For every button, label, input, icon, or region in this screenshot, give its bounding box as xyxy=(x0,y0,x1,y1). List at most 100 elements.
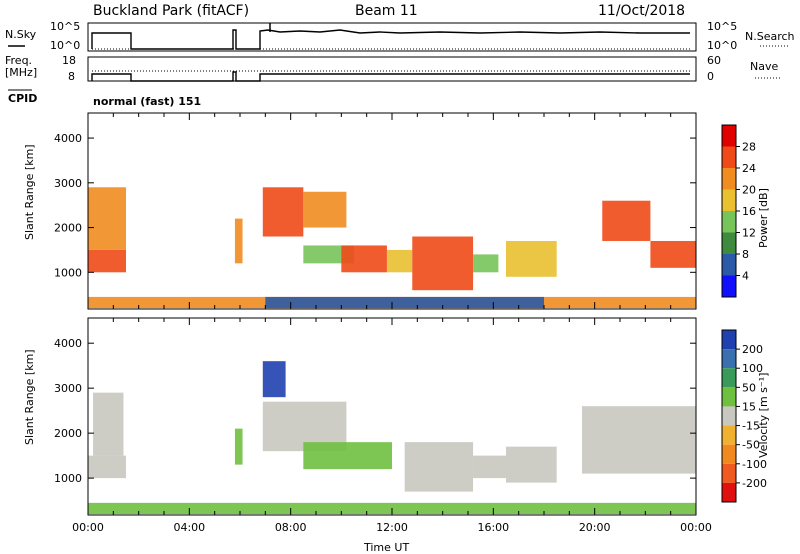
power-patch-6 xyxy=(341,245,387,273)
velocity-colorbar-tick-label: -15 xyxy=(742,420,760,433)
nsky-label: N.Sky xyxy=(5,28,37,41)
power-y-tick-label: 1000 xyxy=(54,266,82,279)
power-colorbar-swatch xyxy=(722,275,736,297)
velocity-colorbar: 200 100 50 15 -15 -50 -100 -200 xyxy=(721,329,767,503)
power-patch-2 xyxy=(234,218,243,264)
power-patches xyxy=(88,187,696,309)
velocity-colorbar-tick-label: 200 xyxy=(742,343,763,356)
freq-label-2: [MHz] xyxy=(5,66,37,79)
power-y-ticks: 1000 2000 3000 4000 xyxy=(54,132,696,279)
power-patch-0 xyxy=(88,249,126,273)
nsky-top-tick: 10^5 xyxy=(50,20,80,33)
power-colorbar-label: Power [dB] xyxy=(757,188,770,248)
power-colorbar-swatch xyxy=(722,232,736,254)
power-colorbar-swatch xyxy=(722,211,736,233)
velocity-colorbar-tick-label: 50 xyxy=(742,381,756,394)
power-patch-14 xyxy=(265,296,544,309)
power-colorbar-tick-label: 8 xyxy=(742,248,749,261)
power-y-tick-label: 4000 xyxy=(54,132,82,145)
velocity-colorbar-label: Velocity [m s⁻¹] xyxy=(757,373,770,458)
velocity-colorbar-tick-label: -200 xyxy=(742,477,767,490)
x-axis-label: Time UT xyxy=(363,541,409,554)
velocity-colorbar-swatch xyxy=(722,349,736,369)
velocity-patches xyxy=(88,361,696,515)
velocity-colorbar-swatch xyxy=(722,425,736,445)
velocity-colorbar-swatch xyxy=(722,482,736,502)
freq-bottom-tick: 8 xyxy=(68,70,75,83)
x-tick-label: 16:00 xyxy=(477,521,509,534)
velocity-y-tick-label: 4000 xyxy=(54,337,82,350)
velocity-colorbar-swatch xyxy=(722,387,736,407)
power-colorbar-tick-label: 28 xyxy=(742,141,756,154)
velocity-x-ticks: 00:00 04:00 08:00 12:00 16:00 20:00 00:00 xyxy=(72,318,712,534)
power-chart: 1000 2000 3000 4000 Slant Range [km] 4 8 12 16… xyxy=(23,112,770,310)
nave-label: Nave xyxy=(750,60,778,73)
power-patch-4 xyxy=(303,191,347,228)
freq-label-1: Freq. xyxy=(5,54,32,67)
power-patch-12 xyxy=(650,240,696,268)
velocity-patch-7 xyxy=(473,455,506,479)
cpid-label: CPID xyxy=(8,92,37,105)
power-colorbar: 4 8 12 16 20 24 28 xyxy=(721,124,756,298)
nsky-bottom-tick: 10^0 xyxy=(50,39,80,52)
x-tick-label: 12:00 xyxy=(376,521,408,534)
power-patch-8 xyxy=(412,236,474,291)
velocity-patch-2 xyxy=(234,428,243,465)
power-y-axis-label: Slant Range [km] xyxy=(23,144,36,240)
nave-top-tick: 60 xyxy=(707,54,721,67)
cpid-value: normal (fast) 151 xyxy=(93,95,201,108)
velocity-y-tick-label: 3000 xyxy=(54,382,82,395)
velocity-patch-8 xyxy=(506,446,557,483)
velocity-y-axis-label: Slant Range [km] xyxy=(23,349,36,445)
velocity-chart: 1000 2000 3000 4000 00:00 04:00 08:00 12:00 16:… xyxy=(23,317,770,554)
nsearch-label: N.Search xyxy=(745,30,795,43)
velocity-patch-5 xyxy=(303,442,392,470)
velocity-colorbar-tick-label: 15 xyxy=(742,400,756,413)
freq-top-tick: 18 xyxy=(62,54,76,67)
velocity-y-tick-label: 1000 xyxy=(54,472,82,485)
power-patch-11 xyxy=(602,200,651,241)
power-colorbar-swatch xyxy=(722,146,736,168)
velocity-colorbar-swatch xyxy=(722,330,736,350)
power-colorbar-tick-label: 16 xyxy=(742,205,756,218)
velocity-patch-1 xyxy=(93,392,124,456)
freq-trace xyxy=(91,71,690,82)
power-patch-7 xyxy=(386,249,413,273)
x-tick-label: 20:00 xyxy=(579,521,611,534)
velocity-y-ticks: 1000 2000 3000 4000 xyxy=(54,337,696,485)
nsearch-top-tick: 10^5 xyxy=(707,20,737,33)
power-colorbar-tick-label: 20 xyxy=(742,184,756,197)
station-title: Buckland Park (fitACF) xyxy=(93,3,249,19)
velocity-colorbar-frame xyxy=(721,329,737,503)
velocity-patch-9 xyxy=(582,406,696,474)
velocity-colorbar-swatch xyxy=(722,444,736,464)
power-colorbar-swatch xyxy=(722,168,736,190)
x-tick-label: 00:00 xyxy=(72,521,104,534)
power-y-tick-label: 3000 xyxy=(54,177,82,190)
velocity-patch-3 xyxy=(262,361,286,398)
power-colorbar-tick-label: 4 xyxy=(742,270,749,283)
nsky-trace xyxy=(91,29,690,50)
power-colorbar-swatch xyxy=(722,125,736,147)
power-patch-1 xyxy=(88,187,126,250)
velocity-colorbar-swatch xyxy=(722,463,736,483)
velocity-y-tick-label: 2000 xyxy=(54,427,82,440)
freq-panel xyxy=(87,56,697,82)
power-colorbar-tick-label: 24 xyxy=(742,162,756,175)
velocity-colorbar-swatch xyxy=(722,368,736,388)
nave-bottom-tick: 0 xyxy=(707,70,714,83)
velocity-patch-6 xyxy=(404,442,474,492)
power-patch-3 xyxy=(262,187,304,237)
velocity-colorbar-tick-label: 100 xyxy=(742,362,763,375)
velocity-colorbar-tick-label: -50 xyxy=(742,439,760,452)
power-patch-10 xyxy=(506,240,557,277)
velocity-colorbar-tick-label: -100 xyxy=(742,458,767,471)
power-y-tick-label: 2000 xyxy=(54,222,82,235)
nsky-panel xyxy=(87,22,697,52)
power-x-ticks xyxy=(87,113,697,309)
velocity-patch-0 xyxy=(88,455,126,479)
beam-title: Beam 11 xyxy=(355,3,418,19)
power-colorbar-swatch xyxy=(722,189,736,211)
power-colorbar-swatch xyxy=(722,254,736,276)
